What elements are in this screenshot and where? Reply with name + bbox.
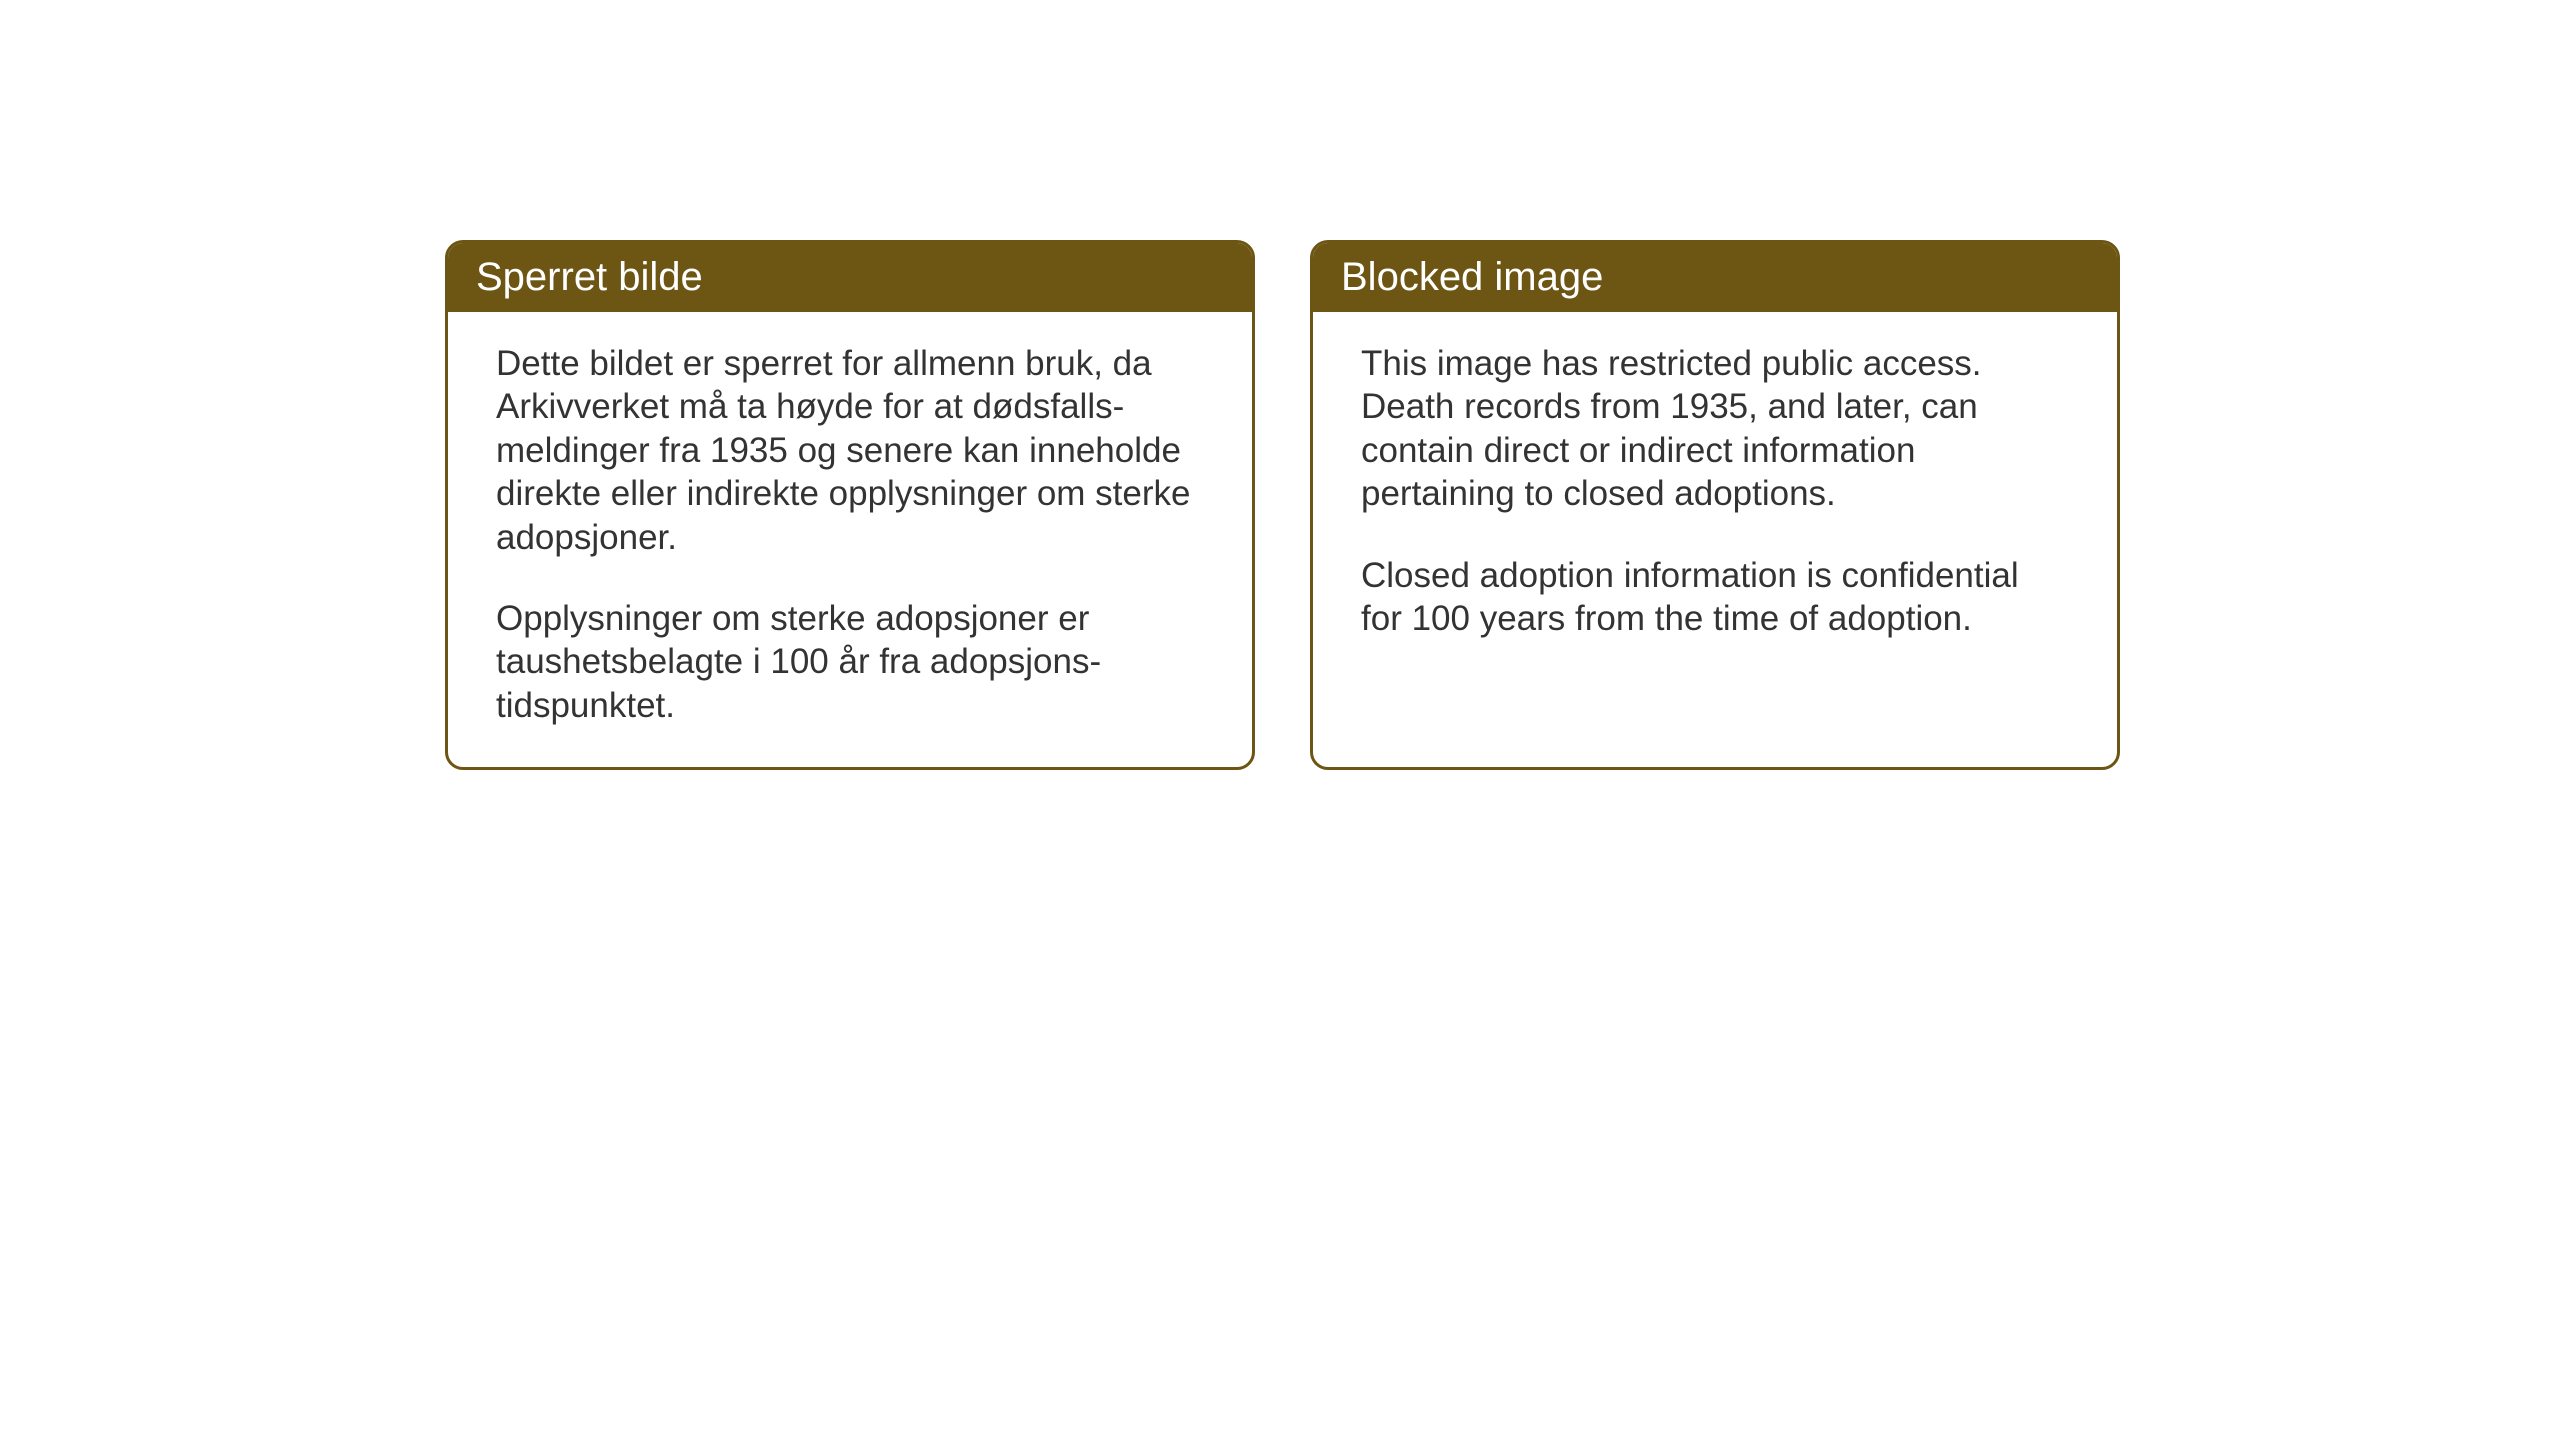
notice-box-norwegian: Sperret bilde Dette bildet er sperret fo… <box>445 240 1255 770</box>
notice-container: Sperret bilde Dette bildet er sperret fo… <box>445 240 2120 770</box>
notice-header-english: Blocked image <box>1313 243 2117 312</box>
notice-paragraph: Closed adoption information is confident… <box>1361 554 2069 641</box>
notice-body-norwegian: Dette bildet er sperret for allmenn bruk… <box>448 312 1252 767</box>
notice-body-english: This image has restricted public access.… <box>1313 312 2117 680</box>
notice-paragraph: Opplysninger om sterke adopsjoner er tau… <box>496 597 1204 727</box>
notice-box-english: Blocked image This image has restricted … <box>1310 240 2120 770</box>
notice-paragraph: This image has restricted public access.… <box>1361 342 2069 516</box>
notice-paragraph: Dette bildet er sperret for allmenn bruk… <box>496 342 1204 559</box>
notice-header-norwegian: Sperret bilde <box>448 243 1252 312</box>
